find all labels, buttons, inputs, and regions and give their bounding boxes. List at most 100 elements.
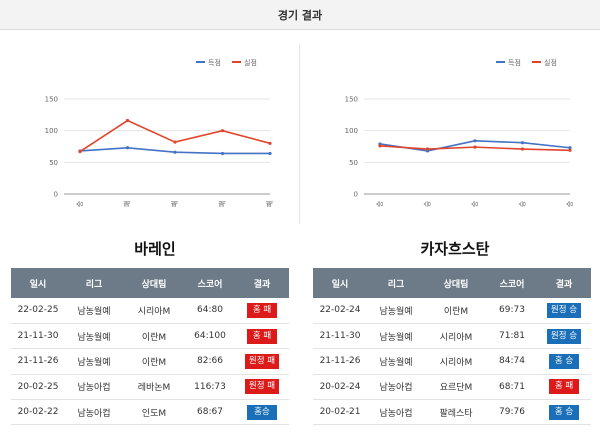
result-cell: 원정 승 xyxy=(537,323,591,350)
league-cell: 남농월예 xyxy=(65,298,123,324)
col-opponent: 상대팀 xyxy=(123,268,185,298)
opponent-cell: 팔레스타 xyxy=(425,399,487,426)
col-result: 결과 xyxy=(235,268,289,298)
result-cell: 홈 승 xyxy=(537,399,591,426)
col-score: 스코어 xyxy=(185,268,235,298)
table-row: 20-02-21 남농아컵 팔레스타 79:76 홈 승 xyxy=(313,399,591,426)
opponent-cell: 시리아M xyxy=(123,298,185,324)
opponent-cell: 인도M xyxy=(123,399,185,426)
x-tick-label: 패 xyxy=(265,201,274,207)
result-badge: 원정 패 xyxy=(244,379,280,395)
result-cell: 홈 패 xyxy=(235,298,289,324)
data-point xyxy=(125,118,130,123)
score-cell: 64:100 xyxy=(185,323,235,350)
table-row: 22-02-24 남농월예 이란M 69:73 원정 승 xyxy=(313,298,591,324)
y-tick-label: 100 xyxy=(45,127,58,135)
data-point xyxy=(268,151,272,156)
legend-item: 득점 xyxy=(496,59,521,67)
league-cell: 남농아컵 xyxy=(367,374,425,401)
legend-item: 득점 xyxy=(196,59,221,67)
left-chart-svg: 득점 실점 0 50 100 150 승 패 패 패 패 xyxy=(45,58,274,207)
col-date: 일시 xyxy=(11,268,65,298)
date-cell: 22-02-25 xyxy=(11,298,65,324)
data-point xyxy=(220,129,225,133)
y-tick-label: 100 xyxy=(345,127,358,135)
x-tick-label: 승 xyxy=(566,200,574,207)
result-cell: 원정 패 xyxy=(235,374,289,401)
y-tick-label: 0 xyxy=(54,191,58,199)
result-badge: 원정 패 xyxy=(244,353,280,369)
data-point xyxy=(473,139,477,143)
result-badge: 홈 승 xyxy=(549,353,579,369)
left-team-name: 바레인 xyxy=(134,240,176,258)
legend-item: 실점 xyxy=(232,58,257,67)
col-result: 결과 xyxy=(537,268,591,298)
score-cell: 79:76 xyxy=(487,399,537,426)
league-cell: 남농월예 xyxy=(367,323,425,350)
league-cell: 남농월예 xyxy=(367,348,425,375)
table-row: 20-02-22 남농아컵 인도M 68:67 홈승 xyxy=(11,399,289,426)
data-point xyxy=(568,146,572,150)
result-badge: 홈 패 xyxy=(549,379,579,395)
league-cell: 남농월예 xyxy=(65,323,123,350)
league-cell: 남농아컵 xyxy=(65,399,123,426)
date-cell: 21-11-30 xyxy=(313,323,367,350)
y-tick-label: 50 xyxy=(349,159,358,167)
x-tick-label: 패 xyxy=(218,201,227,207)
result-badge: 원정 승 xyxy=(546,302,582,318)
y-tick-label: 150 xyxy=(45,96,58,104)
result-badge: 홈 패 xyxy=(247,302,277,318)
date-cell: 21-11-26 xyxy=(11,348,65,375)
legend-label: 실점 xyxy=(244,58,257,67)
result-badge: 홈 승 xyxy=(549,404,579,420)
table-row: 20-02-24 남농아컵 요르단M 68:71 홈 패 xyxy=(313,374,591,401)
data-point xyxy=(520,147,525,151)
date-cell: 20-02-25 xyxy=(11,374,65,401)
col-league: 리그 xyxy=(367,268,425,298)
score-cell: 116:73 xyxy=(185,374,235,401)
data-point xyxy=(78,149,82,154)
opponent-cell: 이란M xyxy=(123,323,185,350)
league-cell: 남농아컵 xyxy=(65,374,123,401)
result-badge: 홈승 xyxy=(247,404,277,420)
date-cell: 22-02-24 xyxy=(313,298,367,324)
table-row: 20-02-25 남농아컵 레바논M 116:73 원정 패 xyxy=(11,374,289,401)
data-point xyxy=(220,151,225,156)
date-cell: 20-02-21 xyxy=(313,399,367,426)
score-cell: 82:66 xyxy=(185,348,235,375)
legend-label: 득점 xyxy=(208,59,221,67)
date-cell: 20-02-22 xyxy=(11,399,65,426)
right-chart-svg: 득점 실점 0 50 100 150 승 승 승 승 승 xyxy=(345,58,574,207)
date-cell: 21-11-26 xyxy=(313,348,367,375)
data-point xyxy=(473,145,477,149)
chart-divider xyxy=(299,44,300,224)
x-tick-label: 승 xyxy=(519,200,527,207)
col-score: 스코어 xyxy=(487,268,537,298)
result-badge: 원정 승 xyxy=(546,328,582,344)
score-cell: 69:73 xyxy=(487,298,537,324)
left-score-chart: 득점 실점 0 50 100 150 승 패 패 패 패 xyxy=(0,46,300,226)
y-tick-label: 150 xyxy=(345,96,358,104)
col-league: 리그 xyxy=(65,268,123,298)
date-cell: 21-11-30 xyxy=(11,323,65,350)
table-row: 21-11-26 남농월예 시리아M 84:74 홈 승 xyxy=(313,348,591,375)
table-row: 21-11-30 남농월예 이란M 64:100 홈 패 xyxy=(11,323,289,350)
result-cell: 원정 패 xyxy=(235,348,289,375)
legend-label: 실점 xyxy=(544,58,557,67)
table-header-row: 일시 리그 상대팀 스코어 결과 xyxy=(313,268,591,298)
x-tick-label: 승 xyxy=(76,200,84,207)
score-cell: 68:71 xyxy=(487,374,537,401)
opponent-cell: 시리아M xyxy=(425,348,487,375)
opponent-cell: 이란M xyxy=(425,298,487,324)
right-results-table: 일시 리그 상대팀 스코어 결과 22-02-24 남농월예 이란M 69:73 원정 … xyxy=(313,268,591,426)
result-badge: 홈 패 xyxy=(247,328,277,344)
league-cell: 남농월예 xyxy=(367,298,425,324)
x-tick-label: 패 xyxy=(123,201,132,207)
result-cell: 홈 패 xyxy=(537,374,591,401)
y-tick-label: 0 xyxy=(354,191,358,199)
data-point xyxy=(173,140,177,144)
table-header-row: 일시 리그 상대팀 스코어 결과 xyxy=(11,268,289,298)
data-point xyxy=(125,146,130,150)
data-point xyxy=(520,141,525,145)
league-cell: 남농아컵 xyxy=(367,399,425,426)
